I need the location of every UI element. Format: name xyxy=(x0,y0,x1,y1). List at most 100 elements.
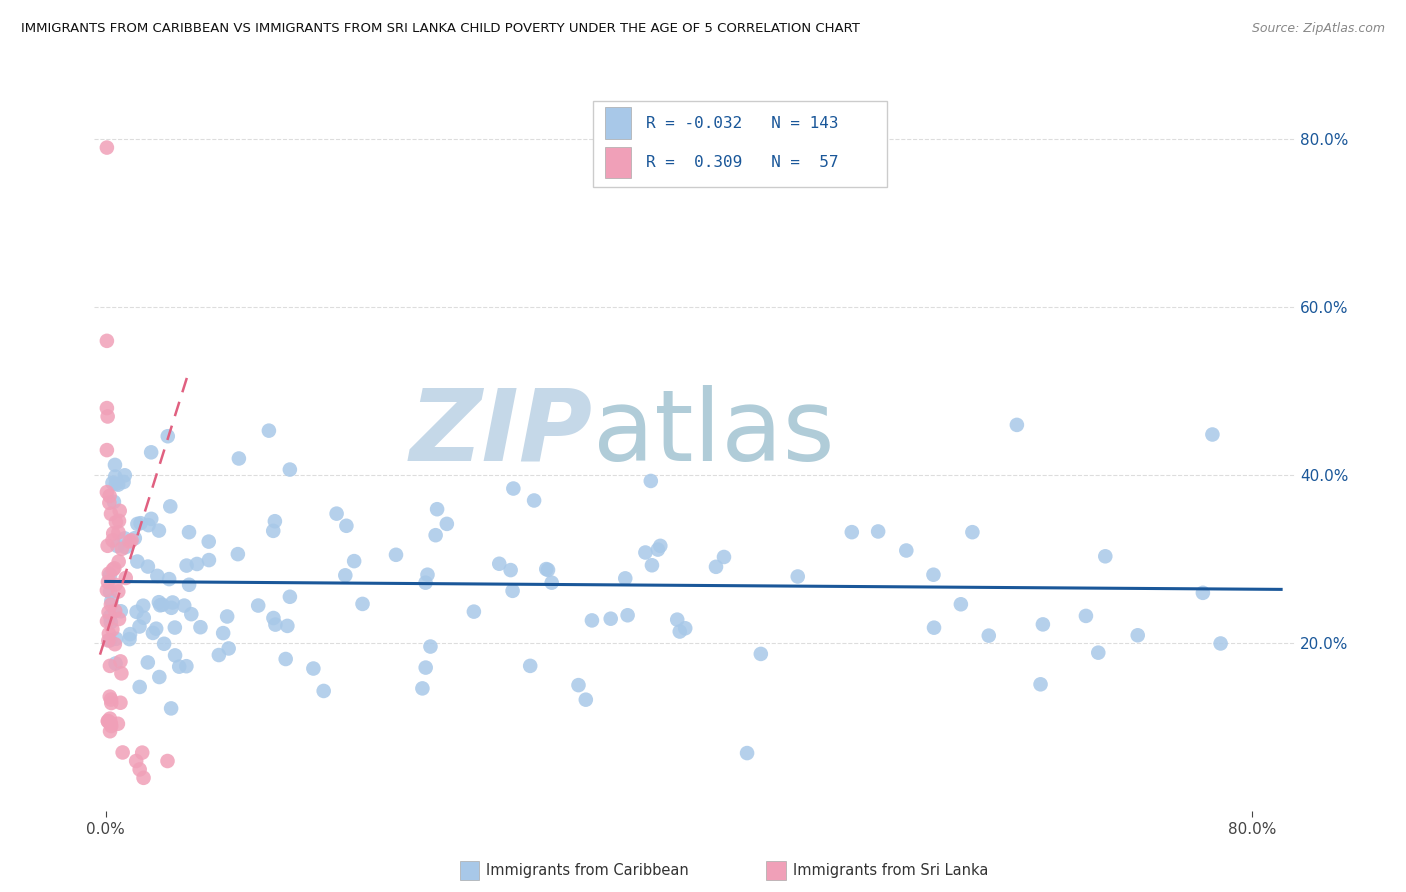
Point xyxy=(228,451,250,466)
Point xyxy=(111,746,134,760)
Point xyxy=(416,567,439,582)
Text: Immigrants from Sri Lanka: Immigrants from Sri Lanka xyxy=(793,863,988,878)
Point xyxy=(247,599,270,613)
Point xyxy=(217,609,239,624)
Text: Immigrants from Caribbean: Immigrants from Caribbean xyxy=(486,863,689,878)
Point xyxy=(97,539,120,553)
Point xyxy=(177,578,200,592)
Point xyxy=(278,462,301,476)
Point xyxy=(262,524,284,538)
Point xyxy=(136,656,159,670)
Point xyxy=(325,507,347,521)
Point xyxy=(1029,677,1052,691)
Point xyxy=(98,712,121,726)
Point xyxy=(666,613,689,627)
Point xyxy=(176,558,198,573)
Point xyxy=(104,469,127,483)
Point xyxy=(1087,646,1109,660)
Point xyxy=(264,514,287,528)
Point xyxy=(107,477,129,491)
Point xyxy=(124,531,146,545)
Point xyxy=(177,525,200,540)
Point xyxy=(650,539,672,553)
Point xyxy=(537,563,560,577)
Point xyxy=(101,475,124,490)
Point xyxy=(159,500,181,514)
Point xyxy=(138,518,160,533)
Point xyxy=(567,678,589,692)
Point xyxy=(108,504,131,518)
FancyBboxPatch shape xyxy=(593,101,887,187)
Point xyxy=(499,563,522,577)
Point xyxy=(96,334,118,348)
Text: Source: ZipAtlas.com: Source: ZipAtlas.com xyxy=(1251,22,1385,36)
Point xyxy=(977,629,1000,643)
Point xyxy=(146,569,169,583)
Point xyxy=(132,611,155,625)
Point xyxy=(1032,617,1054,632)
Point xyxy=(343,554,366,568)
Point xyxy=(132,599,155,613)
Point xyxy=(129,516,152,531)
Point xyxy=(97,633,120,648)
Point xyxy=(173,599,195,613)
Point xyxy=(100,598,122,612)
Point xyxy=(98,568,121,582)
Point xyxy=(1192,586,1215,600)
Point xyxy=(180,607,202,622)
Point xyxy=(426,502,449,516)
Point xyxy=(162,595,184,609)
Point xyxy=(415,575,437,590)
Point xyxy=(190,620,212,634)
Point xyxy=(148,595,170,609)
Point xyxy=(98,585,121,599)
Point xyxy=(98,690,121,704)
Point xyxy=(100,594,122,608)
Point xyxy=(98,724,121,739)
Point xyxy=(97,409,120,424)
Point xyxy=(634,545,657,559)
Point xyxy=(436,516,458,531)
Point xyxy=(335,568,357,582)
Point xyxy=(118,534,141,549)
Point xyxy=(1201,427,1223,442)
Point xyxy=(108,514,131,528)
Point xyxy=(575,692,598,706)
Point xyxy=(128,763,150,777)
Point xyxy=(208,648,231,662)
Point xyxy=(141,512,163,526)
Point xyxy=(118,632,141,647)
Point xyxy=(502,583,524,598)
Point xyxy=(335,518,357,533)
Point xyxy=(226,547,249,561)
Point xyxy=(127,555,149,569)
Point xyxy=(114,468,136,483)
Point xyxy=(100,692,122,706)
Point xyxy=(257,424,280,438)
Point xyxy=(104,637,127,651)
Point xyxy=(463,605,485,619)
Point xyxy=(502,482,524,496)
Point xyxy=(103,561,125,575)
Point xyxy=(385,548,408,562)
Point xyxy=(640,474,662,488)
Point xyxy=(922,567,945,582)
Point xyxy=(110,654,132,668)
Point xyxy=(786,569,808,583)
Point xyxy=(197,534,219,549)
Point xyxy=(96,401,118,415)
Point xyxy=(114,532,136,546)
Text: IMMIGRANTS FROM CARIBBEAN VS IMMIGRANTS FROM SRI LANKA CHILD POVERTY UNDER THE A: IMMIGRANTS FROM CARIBBEAN VS IMMIGRANTS … xyxy=(21,22,860,36)
Point xyxy=(264,617,287,632)
Point xyxy=(668,624,690,639)
Point xyxy=(1005,417,1028,432)
Point xyxy=(641,558,664,573)
Point xyxy=(278,590,301,604)
Point xyxy=(167,659,190,673)
Point xyxy=(186,557,208,571)
Point xyxy=(100,507,122,521)
Point xyxy=(100,719,122,733)
Point xyxy=(136,559,159,574)
Point xyxy=(176,659,198,673)
Point xyxy=(127,516,149,531)
